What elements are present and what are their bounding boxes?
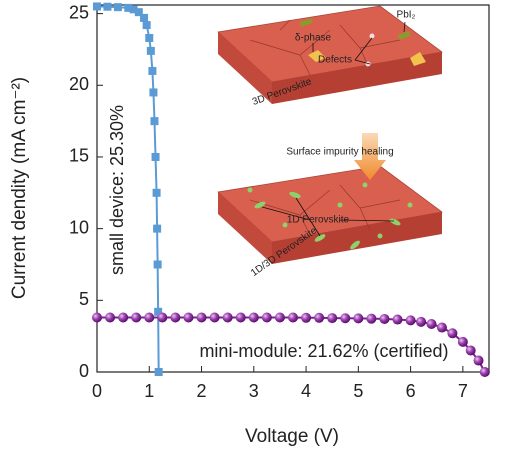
marker xyxy=(150,117,159,126)
x-tick-label: 6 xyxy=(406,381,416,401)
marker xyxy=(405,315,416,326)
annotation: mini-module: 21.62% (certified) xyxy=(199,341,448,361)
inset-label: Surface impurity healing xyxy=(286,147,393,158)
marker xyxy=(105,312,116,323)
marker xyxy=(416,316,427,327)
marker xyxy=(288,312,298,323)
marker xyxy=(148,66,157,75)
marker xyxy=(436,322,447,333)
x-tick-label: 7 xyxy=(458,381,468,401)
marker xyxy=(261,312,272,323)
marker xyxy=(146,46,155,55)
inset-label: Defects xyxy=(318,55,352,66)
inset-label: 1D Perovskite xyxy=(287,215,350,226)
y-tick-label: 10 xyxy=(69,217,89,237)
marker xyxy=(103,2,112,11)
marker xyxy=(154,307,163,316)
marker xyxy=(129,5,138,14)
marker xyxy=(151,152,160,161)
y-tick-label: 0 xyxy=(79,361,89,381)
marker xyxy=(145,33,154,42)
marker xyxy=(353,313,364,324)
marker xyxy=(379,313,390,324)
y-tick-label: 25 xyxy=(69,2,89,22)
marker xyxy=(447,328,458,339)
x-tick-label: 3 xyxy=(249,381,259,401)
x-axis-label: Voltage (V) xyxy=(245,426,339,447)
marker xyxy=(131,312,142,323)
marker xyxy=(366,313,377,324)
x-tick-label: 1 xyxy=(144,381,154,401)
y-tick-label: 20 xyxy=(69,74,89,94)
marker xyxy=(113,3,122,12)
marker xyxy=(248,312,259,323)
marker xyxy=(134,8,143,17)
marker xyxy=(235,312,246,323)
marker xyxy=(149,88,158,97)
marker xyxy=(92,312,102,323)
x-tick-label: 2 xyxy=(197,381,207,401)
marker xyxy=(465,345,476,356)
marker xyxy=(152,188,161,197)
marker xyxy=(183,312,194,323)
marker xyxy=(222,312,233,323)
inset-label: δ-phase xyxy=(295,33,332,44)
marker xyxy=(392,314,403,325)
marker xyxy=(170,312,181,323)
marker xyxy=(327,313,338,324)
marker xyxy=(196,312,207,323)
y-tick-label: 15 xyxy=(69,146,89,166)
marker xyxy=(118,312,129,323)
marker xyxy=(157,312,168,323)
marker xyxy=(479,367,490,377)
y-axis-label: Current dendity (mA cm⁻²) xyxy=(9,77,30,299)
x-tick-label: 5 xyxy=(353,381,363,401)
plot-frame xyxy=(96,4,490,373)
marker xyxy=(457,336,468,347)
marker xyxy=(140,13,149,22)
marker xyxy=(340,313,351,324)
marker xyxy=(301,312,312,323)
marker xyxy=(153,260,162,269)
marker xyxy=(142,21,151,30)
inset-label: PbI₂ xyxy=(397,10,416,21)
marker xyxy=(144,312,155,323)
marker xyxy=(426,318,437,329)
marker xyxy=(124,3,133,12)
marker xyxy=(93,2,101,11)
marker xyxy=(274,312,285,323)
marker xyxy=(209,312,220,323)
marker xyxy=(473,355,484,366)
y-tick-label: 5 xyxy=(79,289,89,309)
marker xyxy=(154,368,163,376)
x-tick-label: 4 xyxy=(301,381,311,401)
annotation: small device: 25.30% xyxy=(107,105,127,275)
marker xyxy=(153,224,162,233)
x-tick-label: 0 xyxy=(92,381,102,401)
inset-illustration: 3D Perovskite δ-phase PbI₂ Defects Surfa… xyxy=(217,5,443,279)
marker xyxy=(314,312,325,323)
